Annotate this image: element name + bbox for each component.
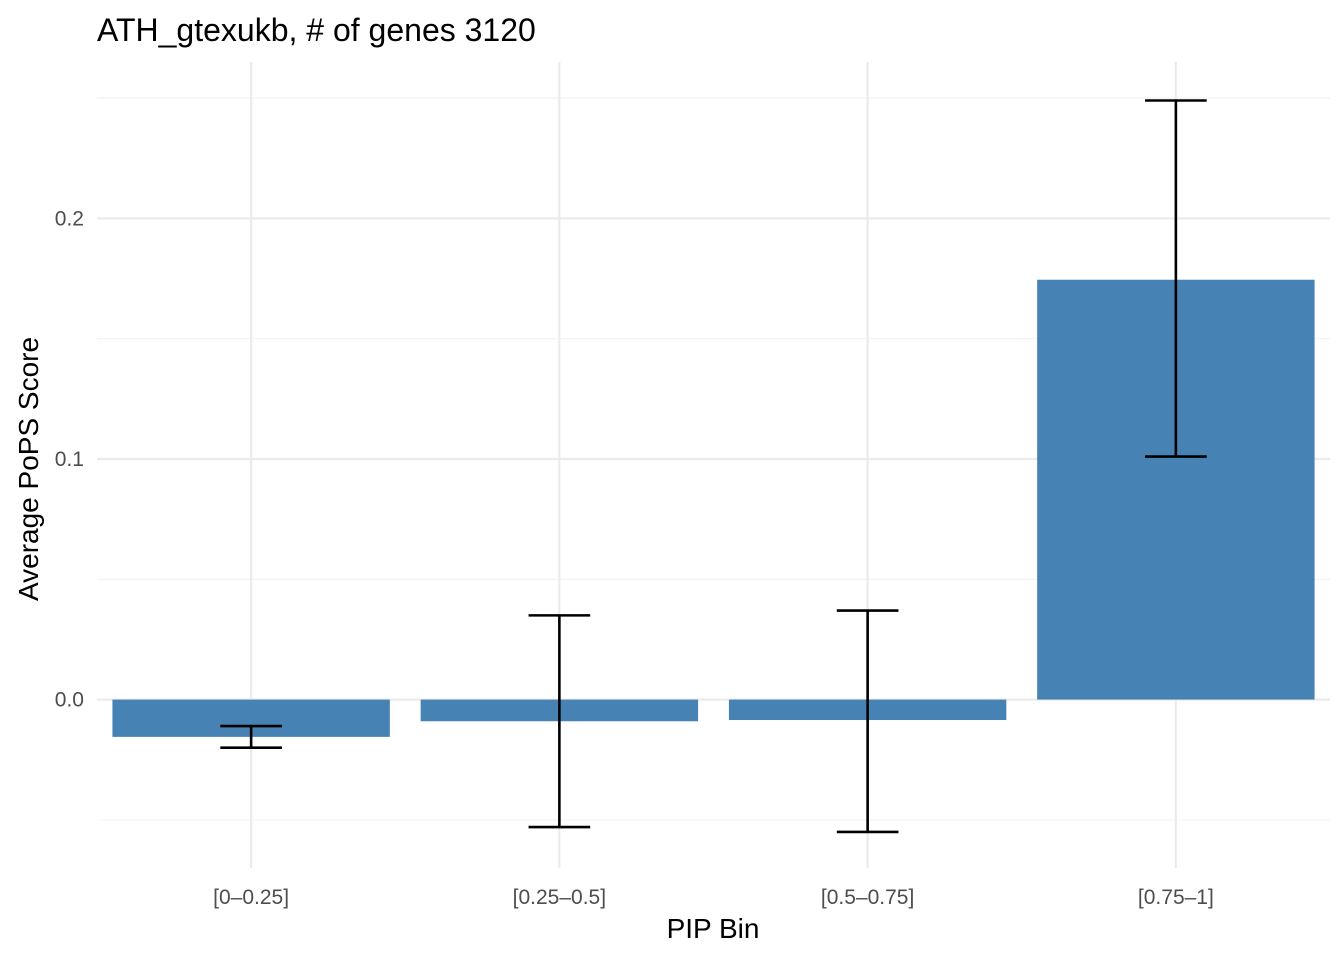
chart-title: ATH_gtexukb, # of genes 3120 xyxy=(97,12,536,48)
x-tick-label-2: [0.5–0.75] xyxy=(821,886,914,909)
y-axis-ticks: 0.0 0.1 0.2 xyxy=(55,207,84,711)
x-tick-label-0: [0–0.25] xyxy=(213,886,289,909)
x-tick-label-3: [0.75–1] xyxy=(1138,886,1214,909)
x-axis-title: PIP Bin xyxy=(667,913,760,944)
y-axis-title: Average PoPS Score xyxy=(13,337,44,601)
bars xyxy=(112,279,1315,737)
error-bars xyxy=(220,99,1207,834)
y-tick-label-1: 0.1 xyxy=(55,448,84,471)
y-tick-label-2: 0.2 xyxy=(55,207,84,230)
x-axis-ticks: [0–0.25] [0.25–0.5] [0.5–0.75] [0.75–1] xyxy=(213,886,1214,909)
x-tick-label-1: [0.25–0.5] xyxy=(513,886,606,909)
y-tick-label-0: 0.0 xyxy=(55,689,84,712)
